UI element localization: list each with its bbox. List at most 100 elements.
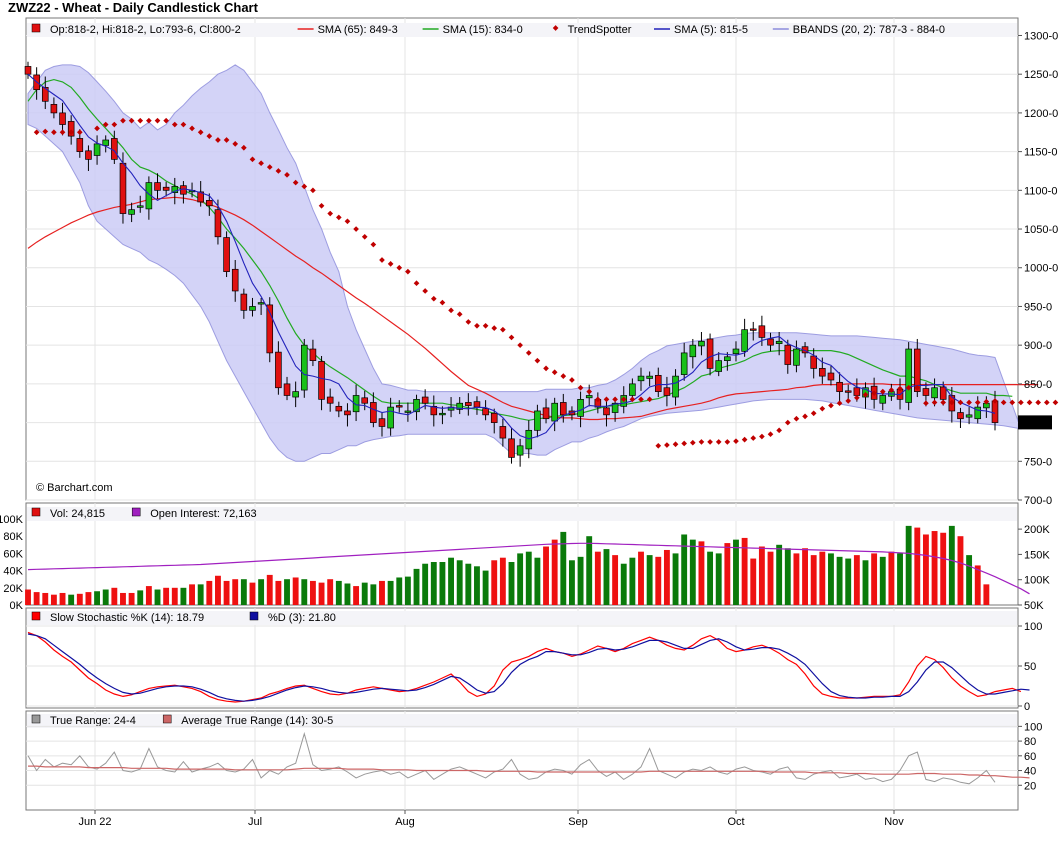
trendspotter-dot [344, 218, 351, 225]
volume-bar [396, 577, 403, 605]
candle-body [698, 340, 705, 347]
candle-body [680, 352, 688, 375]
trendspotter-dot [750, 435, 757, 441]
trendspotter-dot [992, 398, 998, 404]
candle-body [421, 396, 429, 404]
candle-body [914, 348, 921, 392]
trendspotter-dot [1035, 399, 1041, 406]
candle-body [301, 344, 308, 391]
volume-bar [180, 587, 187, 605]
candle-body [309, 348, 317, 361]
trendspotter-dot [560, 373, 567, 379]
price-tick-label: 1300-0 [1024, 30, 1058, 42]
candle-body [629, 383, 636, 396]
trendspotter-dot [923, 400, 929, 407]
candle-body [965, 414, 973, 418]
candle-body [974, 406, 982, 420]
candle-body [93, 143, 101, 156]
volume-bar [733, 539, 739, 605]
volume-bar [439, 562, 446, 605]
volume-bar [897, 553, 903, 605]
stoch-legend-swatch [249, 611, 259, 621]
tr-tick-label: 20 [1024, 780, 1036, 792]
trendspotter-dot [620, 396, 627, 403]
volume-bar [154, 589, 161, 605]
volume-bar [612, 555, 619, 605]
volume-bar [50, 594, 57, 605]
price-legend-label: SMA (5): 815-5 [674, 24, 748, 36]
tr-tick-label: 100 [1024, 721, 1042, 733]
volume-bar [629, 557, 636, 605]
trendspotter-dot [1043, 399, 1050, 406]
volume-bar [68, 594, 75, 605]
trendspotter-dot [551, 369, 558, 376]
trendspotter-dot [474, 322, 480, 329]
price-legend-label: TrendSpotter [568, 24, 632, 36]
candle-body [456, 402, 463, 410]
trendspotter-dot [949, 399, 955, 406]
volume-bar [586, 536, 593, 605]
trendspotter-dot [180, 121, 187, 128]
volume-left-tick: 80K [3, 531, 23, 543]
candle-body [663, 387, 671, 396]
trendspotter-dot [836, 400, 843, 407]
stoch-d-line [27, 633, 1030, 702]
trendspotter-dot [759, 433, 765, 440]
volume-bar [448, 557, 454, 605]
date-tick-label: Jun 22 [78, 816, 111, 828]
volume-bar [810, 555, 817, 605]
date-tick-label: Aug [395, 816, 415, 828]
volume-bar [888, 551, 895, 605]
volume-legend-label: Vol: 24,815 [50, 508, 105, 520]
price-tick-label: 700-0 [1024, 495, 1052, 507]
trendspotter-dot [120, 117, 126, 124]
volume-bar [707, 551, 714, 605]
volume-bar [741, 537, 748, 605]
volume-bar [560, 531, 567, 605]
volume-left-tick: 60K [3, 548, 23, 560]
volume-bar [465, 563, 472, 605]
candle-body [111, 138, 118, 160]
volume-bar [171, 587, 178, 605]
volume-bar [215, 575, 221, 605]
candle-body [637, 375, 645, 382]
volume-bar [663, 549, 670, 605]
candle-body [767, 338, 774, 346]
volume-bar [353, 586, 360, 605]
trendspotter-dot [241, 144, 247, 151]
trendspotter-dot [940, 399, 947, 406]
volume-bar [206, 580, 213, 605]
trendspotter-dot [76, 129, 83, 136]
volume-bar [758, 546, 765, 605]
trendspotter-dot [102, 121, 109, 128]
price-tick-label: 750-0 [1024, 456, 1052, 468]
candle-body [266, 304, 274, 354]
candle-body [318, 361, 325, 400]
trendspotter-dot [517, 342, 523, 348]
volume-bar [318, 582, 325, 605]
candle-body [335, 405, 343, 412]
volume-bar [404, 576, 411, 605]
trendspotter-dot [379, 257, 385, 263]
trendspotter-dot [534, 357, 541, 364]
date-tick-label: Jul [248, 816, 262, 828]
trendspotter-dot [672, 441, 679, 448]
volume-bar [25, 589, 31, 605]
volume-bar [940, 532, 947, 605]
trendspotter-dot [465, 319, 472, 325]
tr-tick-label: 60 [1024, 751, 1036, 763]
trendspotter-dot [508, 334, 515, 341]
volume-bar [111, 587, 118, 605]
trendspotter-dot [879, 388, 886, 395]
candle-body [827, 372, 835, 381]
volume-bar [197, 584, 204, 605]
tr-legend-label: True Range: 24-4 [50, 715, 136, 727]
volume-bar [525, 551, 532, 605]
candle-body [41, 87, 49, 102]
volume-bar [301, 579, 308, 605]
trendspotter-dot [197, 129, 204, 136]
volume-bar [577, 556, 584, 605]
volume-bar [413, 568, 420, 605]
candle-body [119, 162, 127, 214]
